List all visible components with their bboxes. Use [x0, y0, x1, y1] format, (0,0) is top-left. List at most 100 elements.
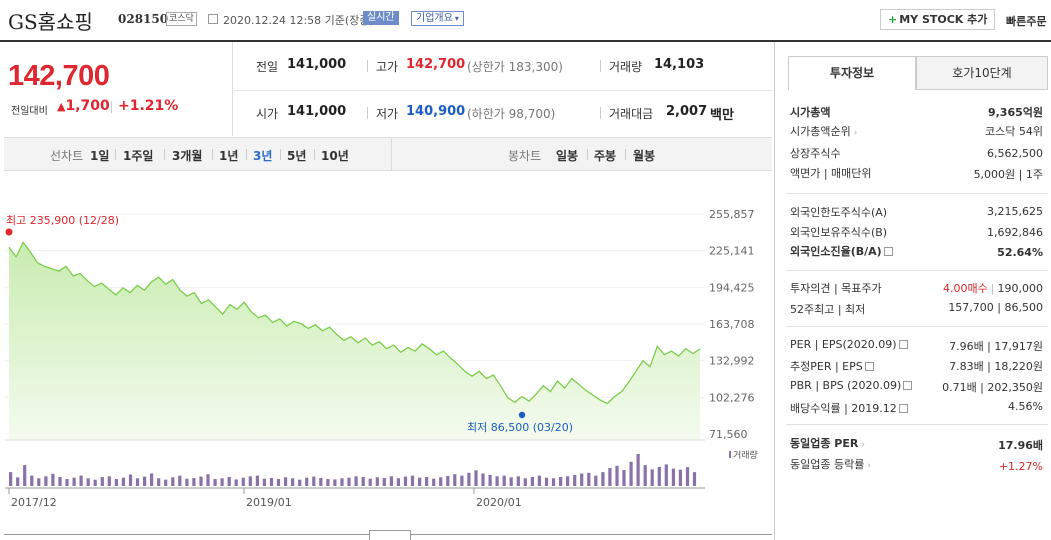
chevron-right-icon: › [861, 440, 865, 450]
add-mystock-label: MY STOCK 추가 [899, 13, 988, 26]
tab-order-book[interactable]: 호가10단계 [916, 56, 1048, 90]
y-tick-label: 132,992 [709, 355, 755, 368]
tab-investment-info[interactable]: 투자정보 [788, 56, 916, 90]
volume-bar [537, 475, 541, 486]
volume-bar [375, 477, 379, 486]
chevron-down-icon: ▾ [454, 14, 459, 23]
candle-monthly[interactable]: 월봉 [633, 149, 656, 163]
volume-bar [418, 477, 422, 486]
volume-bar [396, 478, 400, 486]
quote-timestamp: 2020.12.24 12:58 기준(장중) [223, 14, 374, 27]
divider [625, 149, 626, 160]
low-point-marker [518, 411, 526, 419]
volume-bar [206, 474, 210, 486]
prev-close-label: 전일 [256, 60, 279, 74]
volume-bar [594, 475, 598, 486]
volume-bar [164, 479, 168, 486]
volume-bar [580, 473, 584, 486]
divider [786, 193, 1048, 194]
add-mystock-button[interactable]: + MY STOCK 추가 [880, 9, 996, 30]
volume-bar [453, 474, 457, 486]
volume-bar [305, 477, 309, 486]
range-1w[interactable]: 1주일 [123, 149, 154, 163]
quick-order-link[interactable]: 빠른주문 [1006, 15, 1047, 28]
volume-bar [544, 477, 549, 486]
sector-per-label[interactable]: 동일업종 PER › [790, 437, 865, 450]
candle-daily[interactable]: 일봉 [556, 149, 579, 163]
volume-bar [107, 476, 111, 486]
volume-bar [65, 479, 69, 486]
info-icon[interactable] [898, 339, 908, 349]
volume-bar [643, 465, 647, 486]
y-tick-label: 102,276 [709, 391, 755, 404]
info-icon[interactable] [898, 403, 908, 413]
sector-change-label[interactable]: 동일업종 등락률 › [790, 458, 871, 471]
volume-bar [410, 475, 415, 486]
range-10y[interactable]: 10년 [321, 149, 349, 163]
range-1d[interactable]: 1일 [90, 149, 110, 163]
volume-bar [446, 475, 450, 486]
divider [212, 149, 213, 160]
realtime-badge[interactable]: 실시간 [363, 11, 399, 25]
volume-bar [23, 465, 27, 486]
volume-bar [587, 472, 591, 486]
volume-bar [121, 477, 125, 486]
volume-bar [608, 467, 612, 486]
up-arrow-icon: ▲ [57, 100, 66, 113]
volume-bar [566, 476, 570, 486]
range-3m[interactable]: 3개월 [172, 149, 203, 163]
dividend-yield-value: 4.56% [1008, 400, 1043, 413]
divider [391, 137, 392, 171]
info-icon[interactable] [864, 361, 874, 371]
volume-bar [171, 477, 175, 486]
volume-bar [495, 476, 499, 486]
expand-chart-handle[interactable] [369, 530, 411, 540]
company-overview-button[interactable]: 기업개요 ▾ [411, 11, 464, 26]
lower-limit: (하한가 98,700) [467, 107, 556, 121]
volume-bar [340, 478, 344, 486]
stock-title: GS홈쇼핑 [8, 10, 93, 34]
range-5y[interactable]: 5년 [287, 149, 307, 163]
y-tick-label: 225,141 [709, 245, 755, 258]
volume-bar [326, 479, 330, 486]
info-icon[interactable] [883, 246, 893, 256]
volume-bar [347, 477, 351, 486]
price-chart[interactable]: 255,857 225,141 194,425 163,708 132,992 102,2… [0, 172, 775, 522]
volume-bar [551, 478, 556, 486]
amount-unit: 백만 [710, 108, 734, 123]
candle-weekly[interactable]: 주봉 [594, 149, 617, 163]
open-label: 시가 [256, 107, 279, 121]
volume-bar [150, 473, 154, 486]
price-area-fill [9, 242, 700, 440]
volume-bar [671, 468, 675, 486]
prev-close-value: 141,000 [287, 57, 347, 72]
volume-bar [298, 479, 302, 486]
info-icon[interactable] [903, 380, 913, 390]
opinion-value: 4.00매수 | 190,000 [943, 282, 1043, 295]
market-cap-rank-label[interactable]: 시가총액순위 › [790, 125, 858, 138]
volume-bar [79, 475, 83, 486]
amount-label: 거래대금 [609, 107, 654, 121]
volume-bar [100, 477, 104, 486]
x-axis-ticks: 2017/12 2019/01 2020/01 [8, 488, 522, 509]
range-1y[interactable]: 1년 [219, 149, 239, 163]
volume-bar [530, 477, 534, 486]
open-value: 141,000 [287, 104, 347, 119]
volume-bar [192, 478, 196, 486]
volume-bar [319, 478, 323, 486]
chevron-right-icon: › [853, 128, 858, 138]
foreign-limit-value: 3,215,625 [987, 205, 1043, 218]
volume-bar [128, 474, 133, 486]
shares-listed-value: 6,562,500 [987, 147, 1043, 160]
divider [314, 149, 315, 160]
range-3y[interactable]: 3년 [253, 149, 273, 163]
volume-bar [276, 479, 281, 486]
volume-bar [9, 472, 13, 486]
volume-bar [354, 476, 358, 486]
volume-bar [467, 472, 471, 486]
52w-value: 157,700 | 86,500 [948, 301, 1043, 314]
volume-bar [368, 478, 372, 486]
opinion-label: 투자의견 | 목표주가 [790, 282, 882, 295]
volume-bar [333, 479, 337, 486]
volume-legend: 거래량 [733, 449, 758, 461]
